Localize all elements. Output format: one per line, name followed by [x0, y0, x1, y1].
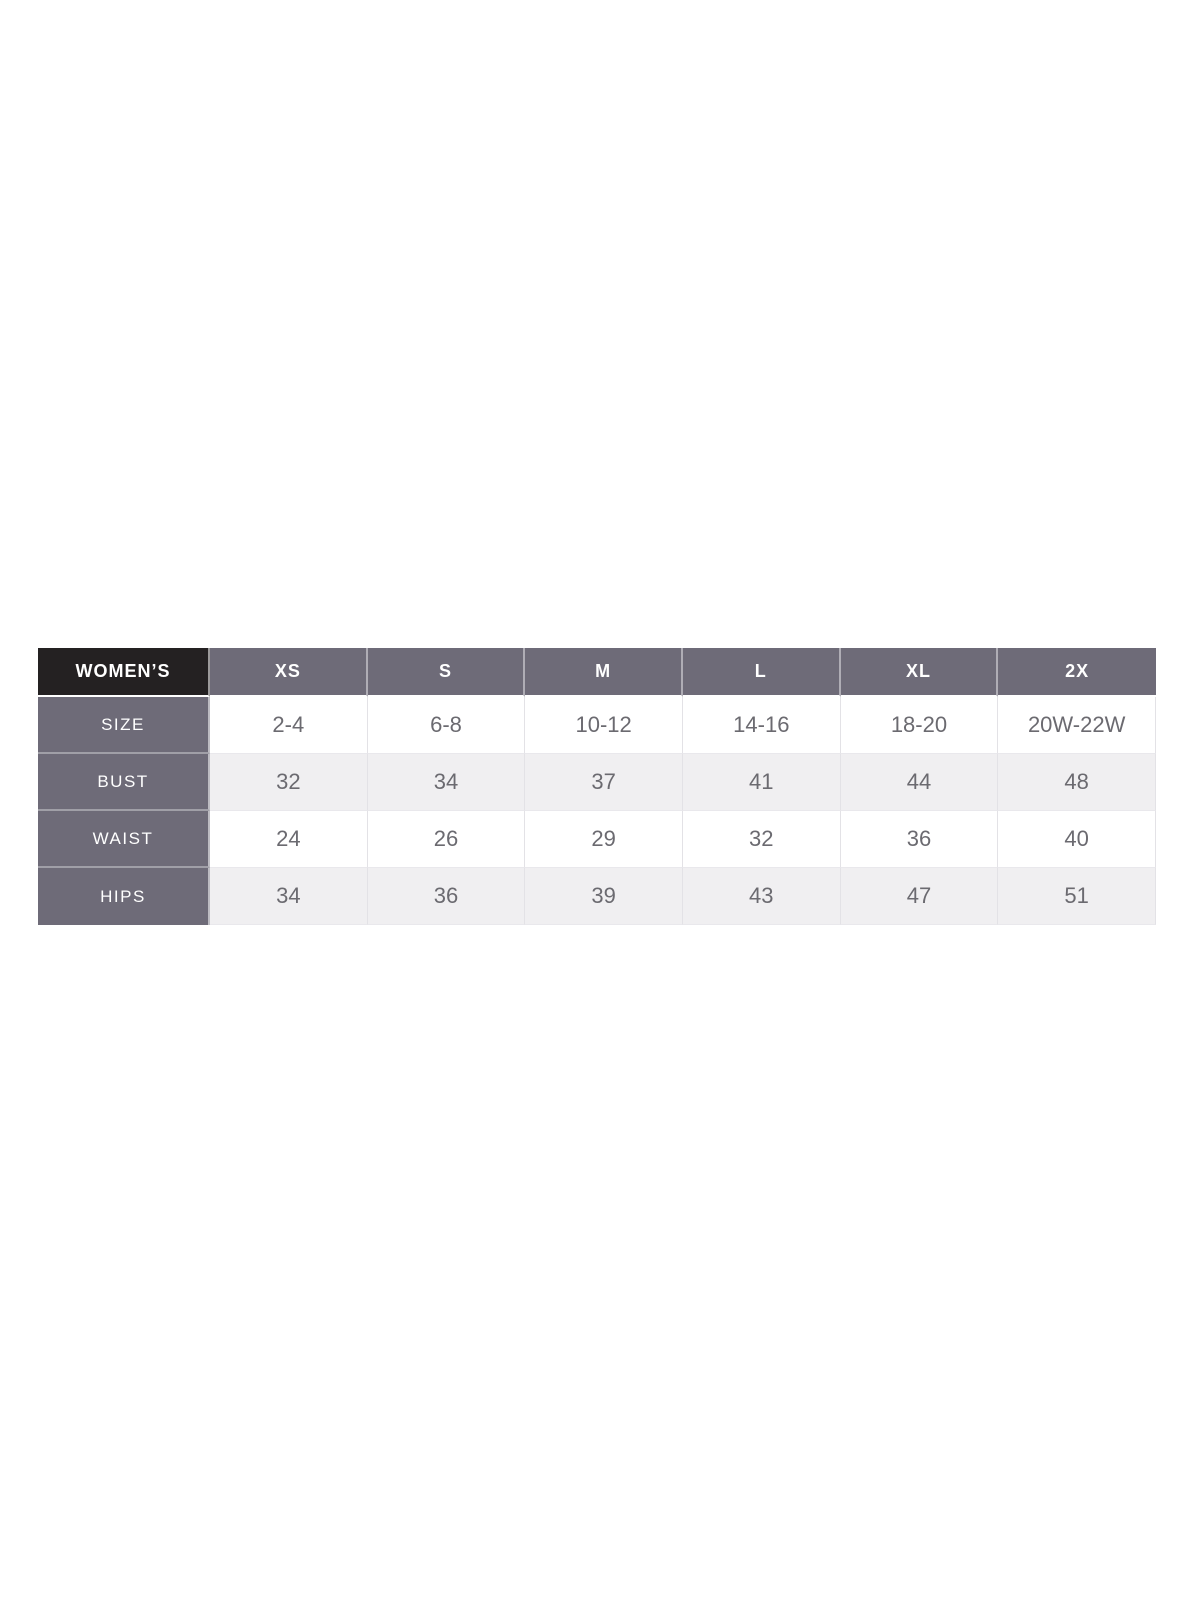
cell-hips-s: 36: [367, 868, 526, 925]
table-row-size: SIZE 2-4 6-8 10-12 14-16 18-20 20W-22W: [38, 697, 1156, 754]
cell-bust-2x: 48: [998, 754, 1156, 811]
cell-size-2x: 20W-22W: [998, 697, 1156, 754]
cell-size-xs: 2-4: [210, 697, 368, 754]
column-header-2x: 2X: [998, 648, 1156, 697]
cell-bust-l: 41: [682, 754, 841, 811]
table-corner-label: WOMEN’S: [38, 648, 210, 697]
cell-waist-xl: 36: [840, 811, 999, 868]
column-header-l: L: [682, 648, 841, 697]
table-row-bust: BUST 32 34 37 41 44 48: [38, 754, 1156, 811]
cell-waist-m: 29: [525, 811, 683, 868]
cell-hips-xs: 34: [210, 868, 368, 925]
cell-waist-s: 26: [367, 811, 526, 868]
table-row-waist: WAIST 24 26 29 32 36 40: [38, 811, 1156, 868]
column-header-s: S: [367, 648, 526, 697]
header-row: WOMEN’S XS S M L XL 2X: [38, 648, 1156, 697]
column-header-xs: XS: [210, 648, 368, 697]
cell-size-xl: 18-20: [840, 697, 999, 754]
column-header-m: M: [525, 648, 683, 697]
row-label-size: SIZE: [38, 697, 210, 754]
cell-hips-2x: 51: [998, 868, 1156, 925]
cell-hips-m: 39: [525, 868, 683, 925]
cell-bust-s: 34: [367, 754, 526, 811]
row-label-waist: WAIST: [38, 811, 210, 868]
cell-waist-l: 32: [682, 811, 841, 868]
row-label-bust: BUST: [38, 754, 210, 811]
cell-size-s: 6-8: [367, 697, 526, 754]
column-header-xl: XL: [840, 648, 999, 697]
cell-bust-xl: 44: [840, 754, 999, 811]
cell-bust-xs: 32: [210, 754, 368, 811]
cell-size-l: 14-16: [682, 697, 841, 754]
cell-size-m: 10-12: [525, 697, 683, 754]
cell-waist-2x: 40: [998, 811, 1156, 868]
table-row-hips: HIPS 34 36 39 43 47 51: [38, 868, 1156, 925]
cell-hips-xl: 47: [840, 868, 999, 925]
cell-bust-m: 37: [525, 754, 683, 811]
cell-hips-l: 43: [682, 868, 841, 925]
cell-waist-xs: 24: [210, 811, 368, 868]
size-chart-table: WOMEN’S XS S M L XL 2X SIZE 2-4 6-8 10-1…: [38, 648, 1156, 925]
row-label-hips: HIPS: [38, 868, 210, 925]
